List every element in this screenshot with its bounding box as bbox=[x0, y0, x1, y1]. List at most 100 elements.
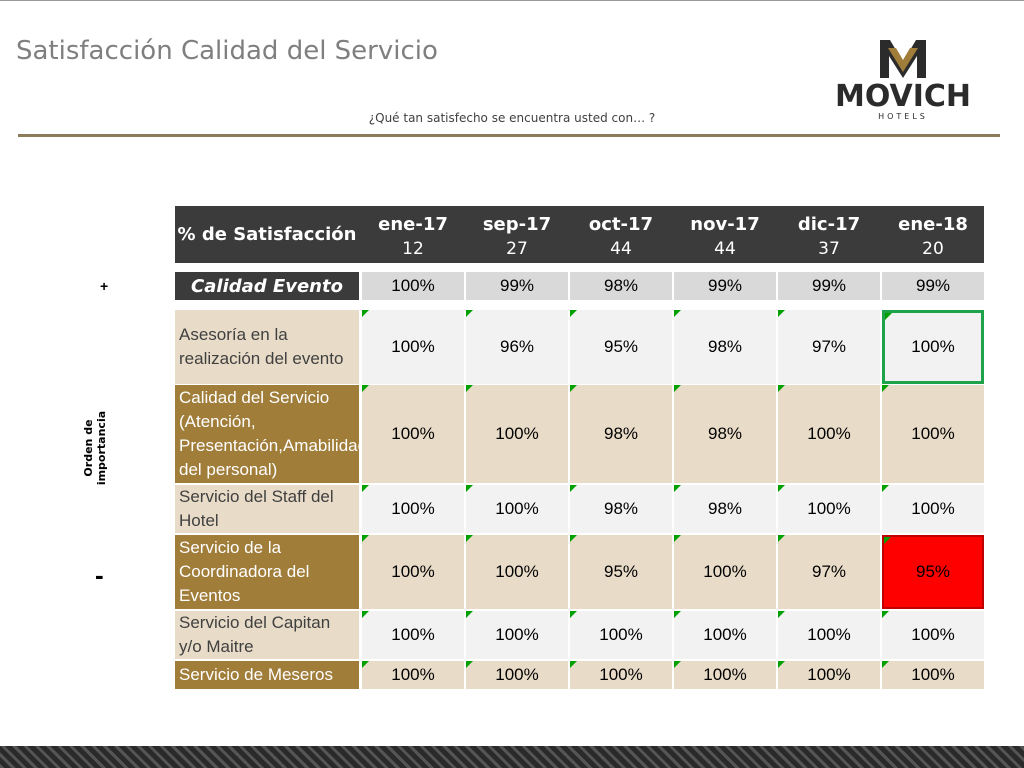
row-value: 100% bbox=[778, 485, 880, 533]
row-value: 100% bbox=[570, 611, 672, 659]
page-title: Satisfacción Calidad del Servicio bbox=[16, 36, 438, 66]
column-header-sep-17: sep-17 27 bbox=[466, 206, 568, 263]
comment-marker-icon bbox=[362, 310, 369, 317]
row-label: Servicio de Meseros bbox=[175, 661, 359, 689]
column-month: dic-17 bbox=[797, 214, 861, 235]
summary-value: 98% bbox=[570, 272, 672, 300]
header-rule bbox=[18, 134, 1000, 137]
column-header-ene-18: ene-18 20 bbox=[882, 206, 984, 263]
row-value: 100% bbox=[466, 485, 568, 533]
comment-marker-icon bbox=[778, 310, 785, 317]
comment-marker-icon bbox=[778, 485, 785, 492]
comment-marker-icon bbox=[570, 611, 577, 618]
comment-marker-icon bbox=[884, 537, 891, 544]
comment-marker-icon bbox=[778, 611, 785, 618]
comment-marker-icon bbox=[882, 385, 889, 392]
row-value: 100% bbox=[466, 385, 568, 483]
column-header-title: % de Satisfacción bbox=[175, 206, 359, 263]
comment-marker-icon bbox=[466, 485, 473, 492]
comment-marker-icon bbox=[362, 485, 369, 492]
row-value: 100% bbox=[778, 385, 880, 483]
comment-marker-icon bbox=[362, 661, 369, 668]
column-sample-size: 37 bbox=[818, 239, 840, 259]
row-value: 100% bbox=[362, 385, 464, 483]
summary-value: 100% bbox=[362, 272, 464, 300]
comment-marker-icon bbox=[674, 485, 681, 492]
row-value: 100% bbox=[882, 310, 984, 384]
row-value: 97% bbox=[778, 535, 880, 609]
column-sample-size: 20 bbox=[922, 239, 944, 259]
row-label: Servicio del Capitan y/o Maitre bbox=[175, 611, 359, 659]
row-value: 100% bbox=[362, 485, 464, 533]
column-sample-size: 27 bbox=[506, 239, 528, 259]
top-border bbox=[0, 0, 1024, 1]
column-month: ene-17 bbox=[378, 214, 448, 235]
summary-value: 99% bbox=[882, 272, 984, 300]
row-value: 98% bbox=[570, 385, 672, 483]
comment-marker-icon bbox=[570, 661, 577, 668]
comment-marker-icon bbox=[466, 661, 473, 668]
footer-pattern bbox=[0, 746, 1024, 768]
comment-marker-icon bbox=[362, 535, 369, 542]
question-subtitle: ¿Qué tan satisfecho se encuentra usted c… bbox=[368, 111, 656, 125]
comment-marker-icon bbox=[778, 385, 785, 392]
row-value: 100% bbox=[882, 611, 984, 659]
column-month: sep-17 bbox=[482, 214, 552, 235]
row-value: 100% bbox=[778, 661, 880, 689]
row-value: 97% bbox=[778, 310, 880, 384]
comment-marker-icon bbox=[885, 313, 892, 320]
row-value: 100% bbox=[882, 485, 984, 533]
logo-subword: HOTELS bbox=[878, 112, 928, 121]
summary-value: 99% bbox=[466, 272, 568, 300]
comment-marker-icon bbox=[466, 535, 473, 542]
row-value: 100% bbox=[362, 661, 464, 689]
logo-wordmark: MOVICH bbox=[835, 79, 971, 114]
movich-logo: MOVICH HOTELS bbox=[835, 40, 971, 121]
comment-marker-icon bbox=[570, 535, 577, 542]
comment-marker-icon bbox=[570, 485, 577, 492]
summary-value: 99% bbox=[778, 272, 880, 300]
row-value: 100% bbox=[466, 661, 568, 689]
column-header-ene-17: ene-17 12 bbox=[362, 206, 464, 263]
row-value: 95% bbox=[570, 535, 672, 609]
row-value: 100% bbox=[674, 611, 776, 659]
summary-value: 99% bbox=[674, 272, 776, 300]
comment-marker-icon bbox=[882, 485, 889, 492]
row-value: 100% bbox=[466, 535, 568, 609]
comment-marker-icon bbox=[674, 535, 681, 542]
comment-marker-icon bbox=[882, 611, 889, 618]
comment-marker-icon bbox=[362, 611, 369, 618]
row-value: 100% bbox=[674, 535, 776, 609]
row-value: 98% bbox=[674, 385, 776, 483]
column-sample-size: 12 bbox=[402, 239, 424, 259]
importance-axis-label: Orden de importancia bbox=[82, 410, 108, 486]
comment-marker-icon bbox=[466, 611, 473, 618]
importance-low-marker: - bbox=[95, 560, 104, 590]
row-label: Servicio de la Coordinadora del Eventos bbox=[175, 535, 359, 609]
comment-marker-icon bbox=[674, 310, 681, 317]
comment-marker-icon bbox=[674, 385, 681, 392]
comment-marker-icon bbox=[466, 385, 473, 392]
column-month: ene-18 bbox=[898, 214, 968, 235]
comment-marker-icon bbox=[466, 310, 473, 317]
summary-label: Calidad Evento bbox=[175, 272, 359, 300]
comment-marker-icon bbox=[882, 661, 889, 668]
comment-marker-icon bbox=[570, 385, 577, 392]
row-value: 96% bbox=[466, 310, 568, 384]
comment-marker-icon bbox=[570, 310, 577, 317]
column-header-dic-17: dic-17 37 bbox=[778, 206, 880, 263]
row-value: 100% bbox=[362, 611, 464, 659]
column-month: nov-17 bbox=[690, 214, 760, 235]
importance-high-marker: + bbox=[100, 278, 109, 294]
row-value: 100% bbox=[674, 661, 776, 689]
row-value: 100% bbox=[362, 535, 464, 609]
row-label: Servicio del Staff del Hotel bbox=[175, 485, 359, 533]
row-value: 100% bbox=[362, 310, 464, 384]
row-value: 100% bbox=[778, 611, 880, 659]
column-sample-size: 44 bbox=[610, 239, 632, 259]
row-label: Asesoría en la realización del evento bbox=[175, 310, 359, 384]
comment-marker-icon bbox=[778, 535, 785, 542]
row-value: 100% bbox=[570, 661, 672, 689]
column-header-nov-17: nov-17 44 bbox=[674, 206, 776, 263]
column-header-oct-17: oct-17 44 bbox=[570, 206, 672, 263]
